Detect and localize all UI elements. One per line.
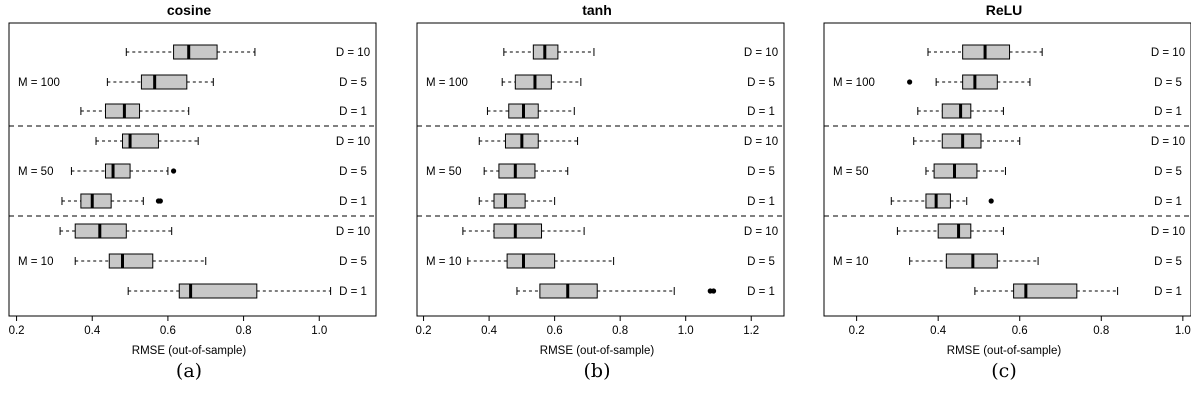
box: [941, 103, 972, 119]
box: [514, 74, 552, 90]
row-label: D = 5: [1154, 77, 1182, 89]
row-label: D = 5: [339, 166, 367, 178]
group-label: M = 10: [18, 256, 53, 268]
panel-relu: ReLU M = 100 M = 50 M = 10 D = 10 D = 5 D = 1…: [817, 0, 1191, 408]
x-tick-label: 1.0: [311, 325, 327, 337]
row-label: D = 10: [336, 226, 370, 238]
x-axis-title: RMSE (out-of-sample): [131, 345, 247, 357]
x-tick-label: 1.2: [743, 325, 759, 337]
box: [925, 193, 951, 209]
row-label: D = 1: [1154, 196, 1182, 208]
outlier-point: [170, 168, 177, 174]
chart-title: cosine: [166, 2, 212, 18]
chart-title: ReLU: [985, 2, 1023, 18]
group-label: M = 50: [426, 166, 461, 178]
box: [493, 223, 543, 239]
box: [498, 163, 536, 179]
box: [937, 223, 972, 239]
row-label: D = 10: [744, 136, 778, 148]
x-tick-label: 0.8: [612, 325, 628, 337]
group-label: M = 100: [833, 77, 875, 89]
group-label: M = 10: [426, 256, 461, 268]
box: [1013, 283, 1078, 299]
row-label: D = 1: [747, 286, 775, 298]
row-label: D = 1: [1154, 286, 1182, 298]
panel-cosine: cosine M = 100 M = 50 M = 10 D = 10 D = 5 D =…: [2, 0, 377, 408]
group-label: M = 100: [18, 77, 60, 89]
row-label: D = 1: [747, 106, 775, 118]
row-label: D = 5: [339, 77, 367, 89]
x-tick-label: 0.4: [84, 325, 101, 337]
x-tick-label: 0.2: [849, 325, 865, 337]
row-label: D = 5: [747, 166, 775, 178]
box: [122, 133, 159, 149]
box: [493, 193, 526, 209]
row-label: D = 1: [339, 106, 367, 118]
boxplot-canvas: M = 100 M = 50 M = 10 D = 10 D = 5 D = 1 D = 1…: [823, 22, 1191, 337]
box: [104, 103, 141, 119]
row-label: D = 1: [339, 196, 367, 208]
group-label: M = 10: [833, 256, 868, 268]
plot-frame: [416, 22, 785, 317]
x-tick-label: 0.6: [160, 325, 176, 337]
group-label: M = 100: [426, 77, 468, 89]
box: [80, 193, 112, 209]
box: [108, 253, 154, 269]
panel-label: (c): [991, 360, 1017, 382]
x-tick-label: 0.6: [547, 325, 563, 337]
row-label: D = 10: [1151, 136, 1185, 148]
outlier-point: [988, 198, 994, 204]
panel-label: (a): [175, 360, 203, 382]
x-tick-label: 0.8: [1093, 325, 1109, 337]
outlier-point: [710, 288, 717, 294]
x-tick-label: 0.6: [1012, 325, 1028, 337]
row-label: D = 1: [747, 196, 775, 208]
x-tick-label: 0.8: [236, 325, 252, 337]
row-label: D = 10: [744, 226, 778, 238]
row-label: D = 10: [744, 47, 778, 59]
x-tick-label: 0.4: [481, 325, 498, 337]
x-tick-label: 0.4: [930, 325, 947, 337]
row-label: D = 5: [339, 256, 367, 268]
box: [104, 163, 131, 179]
box: [178, 283, 258, 299]
outlier-point: [157, 198, 163, 204]
outlier-point: [907, 79, 913, 85]
panel-label: (b): [583, 360, 611, 382]
row-label: D = 5: [1154, 166, 1182, 178]
x-tick-label: 0.2: [9, 325, 25, 337]
row-label: D = 10: [1151, 47, 1185, 59]
row-label: D = 5: [1154, 256, 1182, 268]
x-axis-title: RMSE (out-of-sample): [539, 345, 655, 357]
row-label: D = 10: [336, 47, 370, 59]
box: [506, 253, 556, 269]
row-label: D = 10: [1151, 226, 1185, 238]
row-label: D = 1: [1154, 106, 1182, 118]
row-label: D = 10: [336, 136, 370, 148]
plot-frame: [8, 22, 377, 317]
x-tick-label: 1.0: [678, 325, 694, 337]
plot-frame: [823, 22, 1191, 317]
boxplot-canvas: M = 100 M = 50 M = 10 D = 10 D = 5 D = 1 D = 1…: [8, 22, 377, 337]
chart-title: tanh: [582, 2, 612, 18]
x-tick-label: 0.2: [416, 325, 432, 337]
row-label: D = 5: [747, 77, 775, 89]
box: [962, 74, 998, 90]
box: [140, 74, 188, 90]
group-label: M = 50: [833, 166, 868, 178]
boxplot-canvas: M = 100 M = 50 M = 10 D = 10 D = 5 D = 1 D = 1…: [416, 22, 785, 337]
box: [173, 44, 218, 60]
group-label: M = 50: [18, 166, 53, 178]
row-label: D = 1: [339, 286, 367, 298]
x-axis-title: RMSE (out-of-sample): [946, 345, 1062, 357]
x-tick-label: 1.0: [1175, 325, 1191, 337]
row-label: D = 5: [747, 256, 775, 268]
panel-tanh: tanh M = 100 M = 50 M = 10 D = 10 D = 5 D = 1…: [410, 0, 785, 408]
